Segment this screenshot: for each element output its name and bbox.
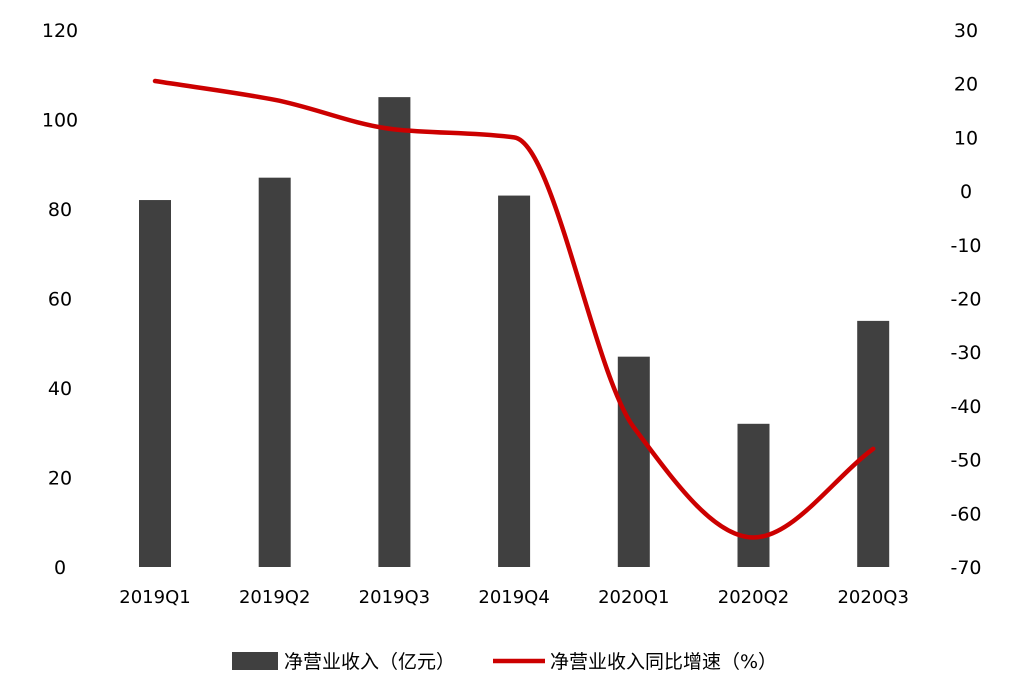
x-axis: 2019Q1 2019Q2 2019Q3 2019Q4 2020Q1 2020Q2 2020… [119,587,909,608]
right-y-axis: -70 -60 -50 -40 -30 -20 -10 0 10 20 30 [950,20,981,579]
x-axis-tick-label: 2019Q1 [119,587,190,608]
right-axis-tick-label: 30 [954,20,978,42]
bar-series [139,97,890,568]
x-axis-tick-label: 2019Q3 [359,587,430,608]
x-axis-tick-label: 2020Q1 [598,587,669,608]
legend-label-bar: 净营业收入（亿元） [284,651,455,673]
right-axis-tick-label: 20 [954,74,978,96]
legend-swatch-bar [232,652,278,670]
right-axis-tick-label: -20 [950,289,981,311]
right-axis-tick-label: -10 [950,235,981,257]
left-axis-tick-label: 100 [42,110,78,132]
right-axis-tick-label: -50 [950,450,981,472]
growth-rate-line [152,78,876,540]
bar [498,195,531,567]
right-axis-tick-label: 10 [954,127,978,149]
bar [617,356,650,567]
bar [857,320,890,567]
left-axis-tick-label: 0 [54,557,66,579]
line-series [152,78,876,540]
right-axis-tick-label: 0 [960,181,972,203]
right-axis-tick-label: -70 [950,557,981,579]
legend: 净营业收入（亿元） 净营业收入同比增速（%） [232,651,777,673]
bar [258,177,291,568]
bar [378,97,411,567]
left-axis-tick-label: 20 [48,468,72,490]
bar [139,200,171,568]
left-axis-tick-label: 120 [42,20,78,42]
right-axis-tick-label: -60 [950,503,981,525]
legend-label-line: 净营业收入同比增速（%） [550,651,777,673]
x-axis-tick-label: 2019Q4 [478,587,549,608]
right-axis-tick-label: -40 [950,396,981,418]
x-axis-tick-label: 2019Q2 [239,587,310,608]
left-axis-tick-label: 60 [48,289,72,311]
bar [737,423,770,567]
right-axis-tick-label: -30 [950,342,981,364]
left-y-axis: 0 20 40 60 80 100 120 [42,20,78,579]
x-axis-tick-label: 2020Q3 [837,587,908,608]
x-axis-tick-label: 2020Q2 [718,587,789,608]
left-axis-tick-label: 80 [48,199,72,221]
left-axis-tick-label: 40 [48,378,72,400]
